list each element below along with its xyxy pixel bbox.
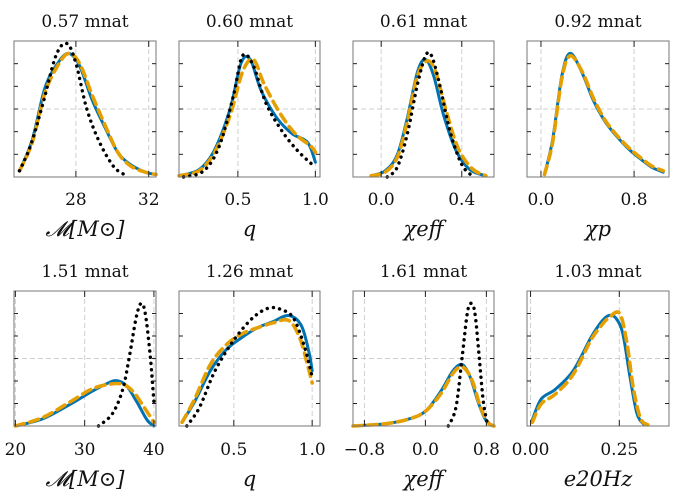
- panel-4-xtick-label-0: 0.0: [527, 190, 554, 210]
- panel-4-series-b: [542, 53, 665, 177]
- panel-7-series-b: [351, 365, 496, 428]
- panel-8-series-b: [530, 310, 650, 427]
- panel-2-title: 0.60 mnat: [206, 12, 293, 32]
- panel-4-xtick-label-1: 0.8: [621, 190, 648, 210]
- panel-3-xtick-label-1: 0.4: [448, 190, 475, 210]
- panel-2-plot-area: [179, 41, 320, 177]
- panel-6-series-b: [180, 317, 314, 425]
- panel-5-xtick-label-2: 40: [143, 440, 165, 460]
- panel-1-title: 0.57 mnat: [41, 12, 128, 32]
- panel-3-xlabel: χeff: [401, 217, 446, 241]
- panel-4-title: 0.92 mnat: [554, 12, 641, 32]
- panel-3-xtick-label-0: 0.0: [368, 190, 395, 210]
- panel-3-series-b: [369, 58, 488, 178]
- panel-8-xlabel: e20Hz: [564, 467, 633, 491]
- panel-7-series-a: [351, 362, 496, 428]
- panel-8-xtick-label-0: 0.00: [512, 440, 550, 460]
- panel-3-title: 0.61 mnat: [380, 12, 467, 32]
- panel-1-series-c: [17, 41, 129, 178]
- panel-1-plot-area: [14, 41, 156, 177]
- panel-1-xtick-label-1: 32: [138, 190, 160, 210]
- panel-7-xtick-label-0: −0.8: [344, 440, 385, 460]
- panel-7-series-c: [446, 301, 490, 428]
- panel-6-title: 1.26 mnat: [206, 262, 293, 282]
- panel-5-xlabel: 𝓜[M⊙]: [45, 467, 125, 491]
- panel-6-xtick-label-0: 0.5: [220, 440, 247, 460]
- panel-6-series-c: [185, 305, 314, 428]
- panel-2-xtick-label-0: 0.5: [224, 190, 251, 210]
- panel-2-series-b: [177, 57, 318, 178]
- panel-1-xtick-label-0: 28: [65, 190, 87, 210]
- panel-7-plot-area: [353, 291, 494, 426]
- panel-7-title: 1.61 mnat: [380, 262, 467, 282]
- panel-8-title: 1.03 mnat: [554, 262, 641, 282]
- panel-6-xlabel: q: [243, 467, 256, 491]
- panel-1-series-b: [17, 51, 158, 177]
- panel-4-xlabel: χp: [583, 217, 611, 241]
- panel-2-series-c: [181, 52, 314, 179]
- panel-5-xtick-label-0: 20: [5, 440, 27, 460]
- panel-8-xtick-label-1: 0.25: [600, 440, 638, 460]
- panel-5-series-c: [96, 301, 156, 428]
- panel-8-plot-area: [527, 291, 669, 426]
- panel-7-xlabel: χeff: [401, 467, 446, 491]
- panel-5-title: 1.51 mnat: [41, 262, 128, 282]
- panel-2-xlabel: q: [243, 217, 256, 241]
- panel-6-xtick-label-1: 1.0: [299, 440, 326, 460]
- panel-2-xtick-label-1: 1.0: [302, 190, 329, 210]
- panel-5-xtick-label-1: 30: [74, 440, 96, 460]
- panel-7-xtick-label-2: 0.8: [473, 440, 500, 460]
- panel-1-xlabel: 𝓜[M⊙]: [45, 217, 125, 241]
- panel-7-xtick-label-1: 0.0: [412, 440, 439, 460]
- panel-5-series-b: [13, 381, 156, 428]
- panel-6-plot-area: [179, 291, 320, 426]
